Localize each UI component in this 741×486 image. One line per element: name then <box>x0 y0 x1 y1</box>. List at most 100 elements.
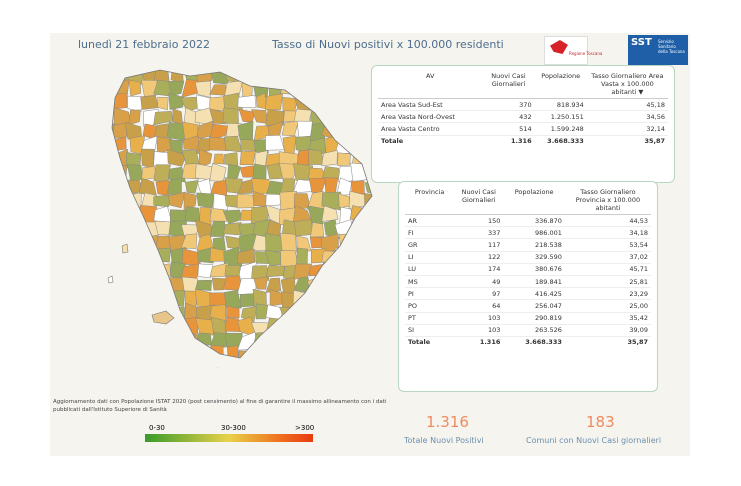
municipality-area[interactable] <box>100 220 114 239</box>
municipality-area[interactable] <box>226 163 241 183</box>
municipality-area[interactable] <box>338 193 350 208</box>
municipality-area[interactable] <box>168 318 186 337</box>
municipality-area[interactable] <box>307 68 326 82</box>
municipality-area[interactable] <box>337 319 354 338</box>
municipality-area[interactable] <box>168 92 184 110</box>
municipality-area[interactable] <box>100 149 116 169</box>
municipality-area[interactable] <box>294 320 313 337</box>
municipality-area[interactable] <box>351 96 370 110</box>
municipality-area[interactable] <box>197 178 212 196</box>
municipality-area[interactable] <box>308 330 325 347</box>
municipality-area[interactable] <box>225 123 243 141</box>
municipality-area[interactable] <box>365 362 380 368</box>
municipality-area[interactable] <box>336 276 354 292</box>
municipality-area[interactable] <box>295 332 310 352</box>
municipality-area[interactable] <box>100 345 117 364</box>
municipality-area[interactable] <box>100 237 118 252</box>
prov-row[interactable]: GR 117 218.538 53,54 <box>405 238 651 252</box>
municipality-area[interactable] <box>335 289 356 308</box>
municipality-area[interactable] <box>227 362 241 368</box>
municipality-area[interactable] <box>141 166 157 181</box>
municipality-area[interactable] <box>255 303 270 320</box>
municipality-area[interactable] <box>350 317 368 335</box>
municipality-area[interactable] <box>111 191 130 209</box>
municipality-area[interactable] <box>254 360 270 368</box>
municipality-area[interactable] <box>265 317 285 338</box>
prov-row[interactable]: PI 97 416.425 23,29 <box>405 287 651 301</box>
av-row[interactable]: Area Vasta Centro 514 1.599.248 32,14 <box>378 122 668 136</box>
municipality-area[interactable] <box>349 204 370 223</box>
municipality-area[interactable] <box>153 164 171 183</box>
municipality-area[interactable] <box>281 331 297 351</box>
municipality-area[interactable] <box>195 317 214 336</box>
municipality-area[interactable] <box>197 247 214 264</box>
municipality-area[interactable] <box>349 360 367 368</box>
municipality-area[interactable] <box>167 349 185 362</box>
municipality-area[interactable] <box>184 206 200 223</box>
municipality-area[interactable] <box>296 305 313 323</box>
municipality-area[interactable] <box>181 345 201 359</box>
sort-desc-icon[interactable]: ▼ <box>638 88 644 96</box>
municipality-area[interactable] <box>365 207 380 223</box>
municipality-area[interactable] <box>308 292 323 309</box>
municipality-area[interactable] <box>210 362 228 368</box>
municipality-area[interactable] <box>322 261 339 279</box>
municipality-area[interactable] <box>265 349 280 363</box>
municipality-area[interactable] <box>348 275 367 293</box>
municipality-area[interactable] <box>100 94 115 113</box>
municipality-area[interactable] <box>308 317 324 337</box>
municipality-area[interactable] <box>100 303 116 323</box>
municipality-area[interactable] <box>237 362 256 368</box>
municipality-area[interactable] <box>127 263 145 278</box>
municipality-area[interactable] <box>336 122 355 141</box>
municipality-area[interactable] <box>280 232 297 253</box>
municipality-area[interactable] <box>127 95 145 112</box>
municipality-area[interactable] <box>351 112 368 127</box>
prov-row[interactable]: MS 49 189.841 25,81 <box>405 275 651 289</box>
municipality-area[interactable] <box>236 248 256 264</box>
municipality-area[interactable] <box>125 307 146 321</box>
municipality-area[interactable] <box>211 277 228 291</box>
municipality-area[interactable] <box>350 162 369 183</box>
municipality-area[interactable] <box>100 262 117 279</box>
municipality-area[interactable] <box>114 302 130 322</box>
municipality-area[interactable] <box>308 80 325 97</box>
municipality-area[interactable] <box>222 209 244 225</box>
municipality-area[interactable] <box>125 152 142 169</box>
municipality-area[interactable] <box>100 68 114 85</box>
municipality-area[interactable] <box>321 334 341 349</box>
municipality-area[interactable] <box>367 345 379 363</box>
prov-row[interactable]: LU 174 380.676 45,71 <box>405 263 651 276</box>
municipality-area[interactable] <box>352 347 368 363</box>
municipality-area[interactable] <box>281 121 299 137</box>
municipality-area[interactable] <box>112 293 131 310</box>
municipality-area[interactable] <box>126 275 143 294</box>
municipality-area[interactable] <box>153 330 172 349</box>
municipality-area[interactable] <box>238 350 255 361</box>
av-row[interactable]: Area Vasta Sud-Est 370 818.934 45,18 <box>378 98 668 112</box>
municipality-area[interactable] <box>141 292 158 309</box>
municipality-area[interactable] <box>311 347 325 364</box>
municipality-area[interactable] <box>321 68 337 85</box>
municipality-area[interactable] <box>337 152 351 166</box>
municipality-area[interactable] <box>293 219 314 237</box>
municipality-area[interactable] <box>321 289 340 309</box>
municipality-area[interactable] <box>100 321 115 334</box>
municipality-area[interactable] <box>128 346 142 363</box>
municipality-area[interactable] <box>213 153 225 165</box>
prov-pop-col-header[interactable]: Popolazione <box>503 186 565 215</box>
municipality-area[interactable] <box>180 233 198 249</box>
municipality-area[interactable] <box>292 263 313 280</box>
municipality-area[interactable] <box>265 277 282 293</box>
municipality-area[interactable] <box>196 192 215 209</box>
municipality-area[interactable] <box>349 125 368 139</box>
municipality-area[interactable] <box>239 150 256 166</box>
municipality-area[interactable] <box>168 80 185 97</box>
prov-row[interactable]: PO 64 256.047 25,00 <box>405 299 651 313</box>
municipality-area[interactable] <box>321 107 341 126</box>
municipality-area[interactable] <box>296 120 313 138</box>
municipality-area[interactable] <box>213 193 229 211</box>
municipality-area[interactable] <box>128 109 141 126</box>
municipality-area[interactable] <box>141 148 155 170</box>
municipality-area[interactable] <box>362 235 380 251</box>
